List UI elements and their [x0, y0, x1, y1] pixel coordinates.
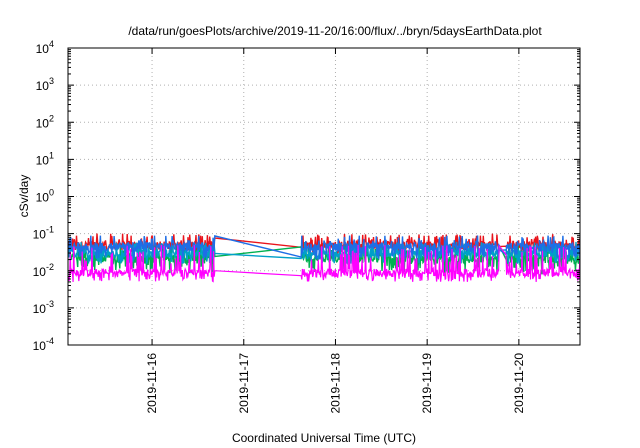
y-tick-label: 10-1 [33, 225, 54, 242]
x-tick-label: 2019-11-18 [328, 353, 342, 414]
y-tick-label: 101 [36, 150, 54, 167]
x-tick-label: 2019-11-20 [512, 353, 526, 414]
y-tick-label: 103 [36, 76, 54, 93]
y-tick-label: 100 [36, 188, 54, 205]
y-tick-label: 10-3 [33, 299, 54, 316]
y-axis-ticks: 10-4 10-3 10-2 10-1 100 101 102 103 104 [33, 39, 580, 353]
series-layer [68, 233, 580, 283]
y-tick-label: 104 [36, 39, 54, 56]
grid-lines [68, 48, 580, 345]
y-tick-label: 10-2 [33, 262, 54, 279]
x-tick-label: 2019-11-16 [145, 353, 159, 414]
x-tick-label: 2019-11-19 [420, 353, 434, 414]
series-line-4 [68, 235, 580, 260]
x-tick-label: 2019-11-17 [237, 353, 251, 414]
x-axis-label: Coordinated Universal Time (UTC) [232, 431, 416, 445]
x-axis-ticks: 2019-11-16 2019-11-17 2019-11-18 2019-11-19… [145, 48, 526, 414]
series-line-5 [68, 244, 580, 283]
y-tick-label: 102 [36, 113, 54, 130]
chart-title: /data/run/goesPlots/archive/2019-11-20/1… [128, 24, 542, 38]
y-axis-label: cSv/day [17, 175, 31, 218]
y-tick-label: 10-4 [33, 336, 54, 353]
